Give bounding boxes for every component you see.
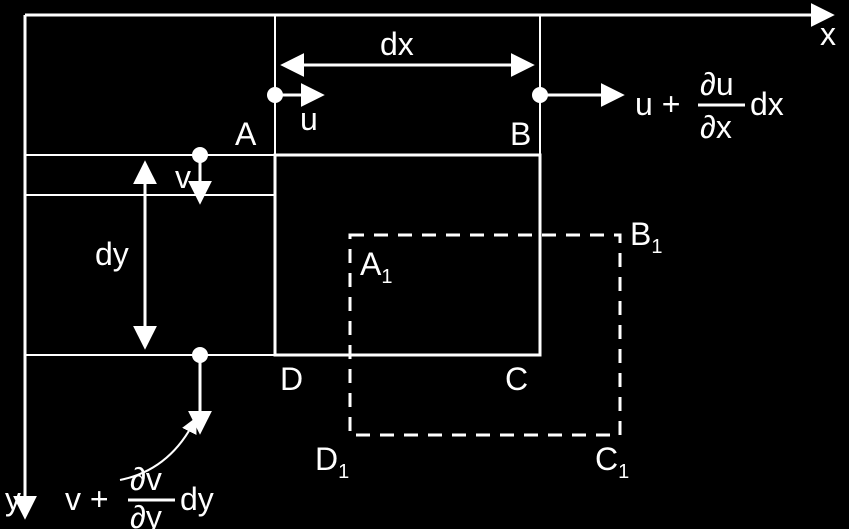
label-d1: D1 — [315, 441, 349, 483]
svg-text:∂v: ∂v — [130, 461, 162, 497]
dot-d-left — [192, 347, 208, 363]
label-b1: B1 — [630, 216, 662, 258]
u-label: u — [300, 101, 318, 137]
svg-text:∂y: ∂y — [130, 499, 162, 529]
label-b: B — [510, 116, 531, 152]
u-expr-label: u + ∂u ∂x dx — [635, 66, 784, 145]
svg-text:u +: u + — [635, 86, 680, 122]
label-d: D — [280, 361, 303, 397]
axis-x-label: x — [820, 16, 836, 52]
svg-text:∂x: ∂x — [700, 109, 732, 145]
svg-text:dy: dy — [180, 481, 214, 517]
dot-a-top — [267, 87, 283, 103]
dim-dx-label: dx — [380, 26, 414, 62]
label-c1: C1 — [595, 441, 629, 483]
v-expr-label: v + ∂v ∂y dy — [65, 461, 214, 529]
svg-text:∂u: ∂u — [700, 66, 734, 102]
axis-y-label: y — [5, 481, 21, 517]
v-label: v — [175, 159, 191, 195]
svg-text:dx: dx — [750, 86, 784, 122]
label-a1: A1 — [360, 246, 392, 288]
label-c: C — [505, 361, 528, 397]
dim-dy-label: dy — [95, 236, 129, 272]
rect-a1b1c1d1 — [350, 235, 620, 435]
rect-abcd — [275, 155, 540, 355]
label-a: A — [235, 116, 257, 152]
svg-text:v +: v + — [65, 481, 109, 517]
dot-a-left — [192, 147, 208, 163]
dot-b-top — [532, 87, 548, 103]
